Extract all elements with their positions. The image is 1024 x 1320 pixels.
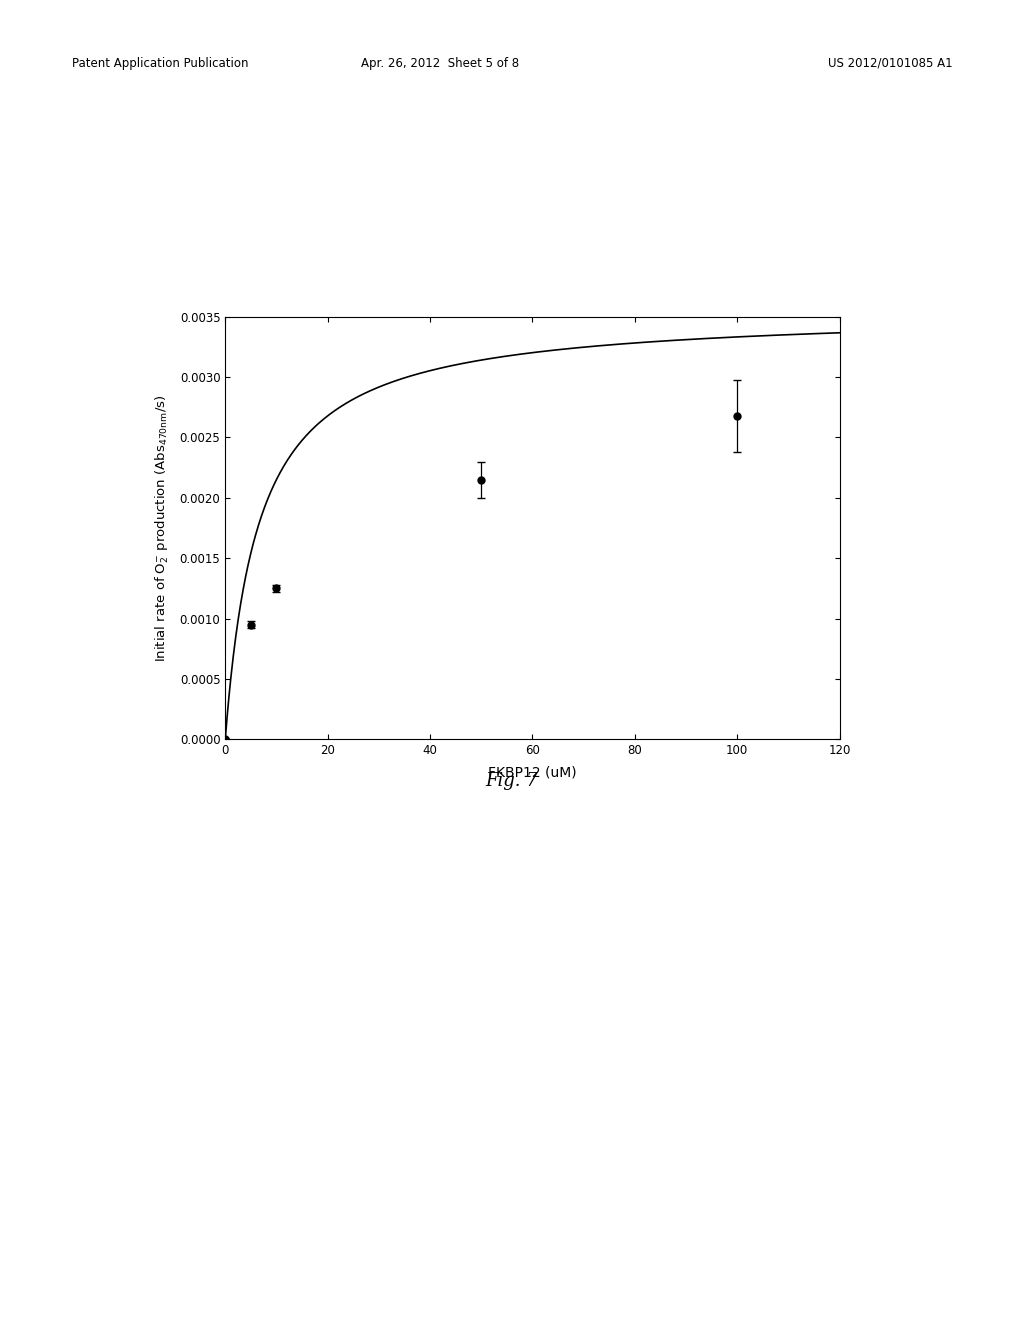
Text: Patent Application Publication: Patent Application Publication (72, 57, 248, 70)
X-axis label: FKBP12 (uM): FKBP12 (uM) (488, 766, 577, 779)
Text: US 2012/0101085 A1: US 2012/0101085 A1 (827, 57, 952, 70)
Text: Apr. 26, 2012  Sheet 5 of 8: Apr. 26, 2012 Sheet 5 of 8 (361, 57, 519, 70)
Text: Fig. 7: Fig. 7 (485, 772, 539, 791)
Y-axis label: Initial rate of $\mathrm{O_2^{-}}$ production ($\mathrm{Abs_{470nm}/s}$): Initial rate of $\mathrm{O_2^{-}}$ produ… (154, 395, 171, 661)
